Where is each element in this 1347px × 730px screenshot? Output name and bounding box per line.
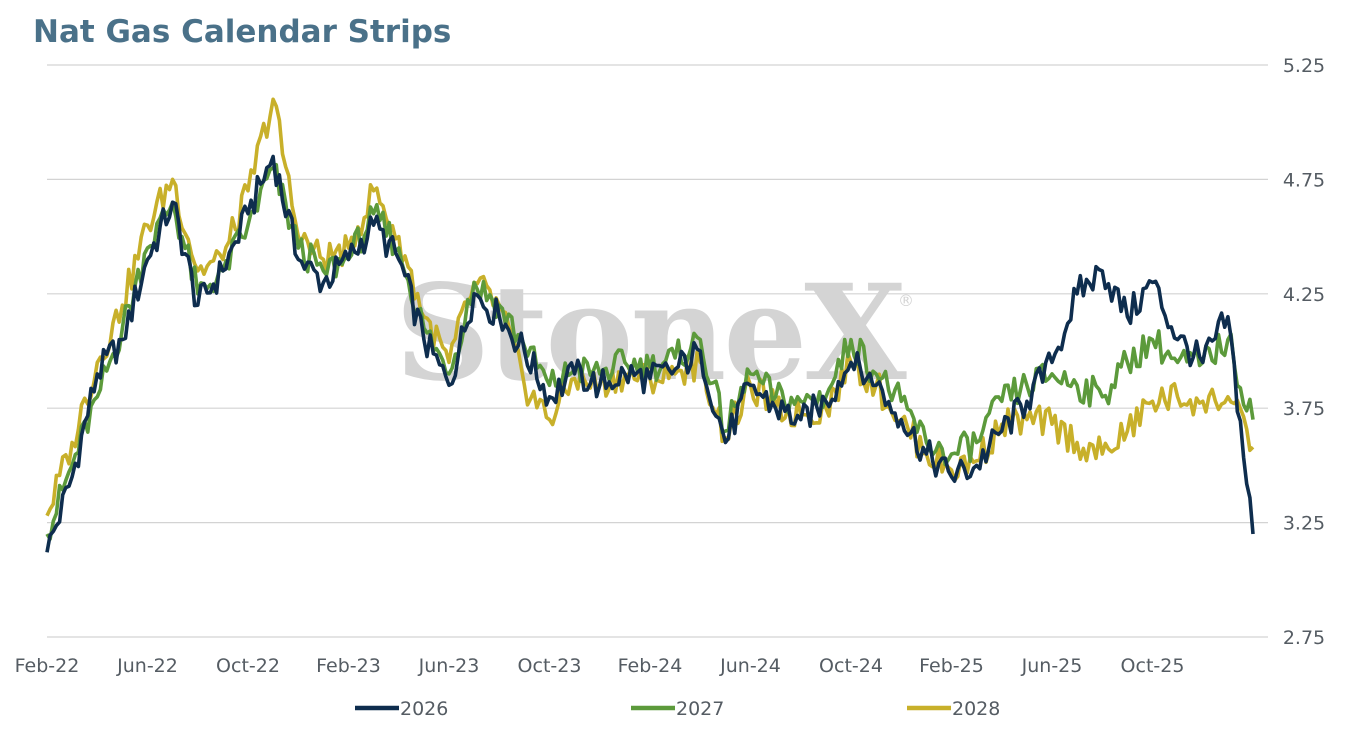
- x-tick-label: Oct-23: [518, 655, 582, 677]
- x-tick-label: Feb-25: [919, 655, 984, 677]
- x-tick-label: Jun-25: [1021, 655, 1083, 677]
- x-tick-label: Feb-22: [15, 655, 80, 677]
- grid-lines: [47, 64, 1268, 638]
- x-tick-label: Oct-25: [1121, 655, 1185, 677]
- series-line-2026: [45, 154, 1255, 553]
- x-tick-label: Feb-24: [618, 655, 683, 677]
- x-tick-label: Feb-23: [316, 655, 381, 677]
- y-tick-label: 4.75: [1283, 169, 1325, 191]
- x-tick-label: Jun-23: [418, 655, 480, 677]
- x-tick-label: Jun-22: [116, 655, 178, 677]
- legend-label-2026: 2026: [400, 698, 448, 720]
- page-title: Nat Gas Calendar Strips: [33, 14, 452, 50]
- y-tick-label: 2.75: [1283, 627, 1325, 649]
- y-tick-label: 3.75: [1283, 398, 1325, 420]
- series-line-2027: [45, 163, 1255, 541]
- y-tick-label: 4.25: [1283, 284, 1325, 306]
- legend: 2026 2027 2028: [355, 698, 1000, 720]
- legend-label-2028: 2028: [952, 698, 1000, 720]
- x-tick-label: Oct-24: [819, 655, 883, 677]
- y-tick-label: 5.25: [1283, 55, 1325, 77]
- legend-label-2027: 2027: [676, 698, 724, 720]
- series-lines: [45, 97, 1255, 553]
- x-tick-label: Jun-24: [719, 655, 781, 677]
- watermark-registered-icon: ®: [898, 291, 914, 310]
- x-tick-label: Oct-22: [216, 655, 280, 677]
- y-axis-ticks: 2.75 3.25 3.75 4.25 4.75 5.25: [1283, 55, 1325, 649]
- x-axis-ticks: Feb-22 Jun-22 Oct-22 Feb-23 Jun-23 Oct-23 Feb-…: [15, 655, 1185, 677]
- y-tick-label: 3.25: [1283, 513, 1325, 535]
